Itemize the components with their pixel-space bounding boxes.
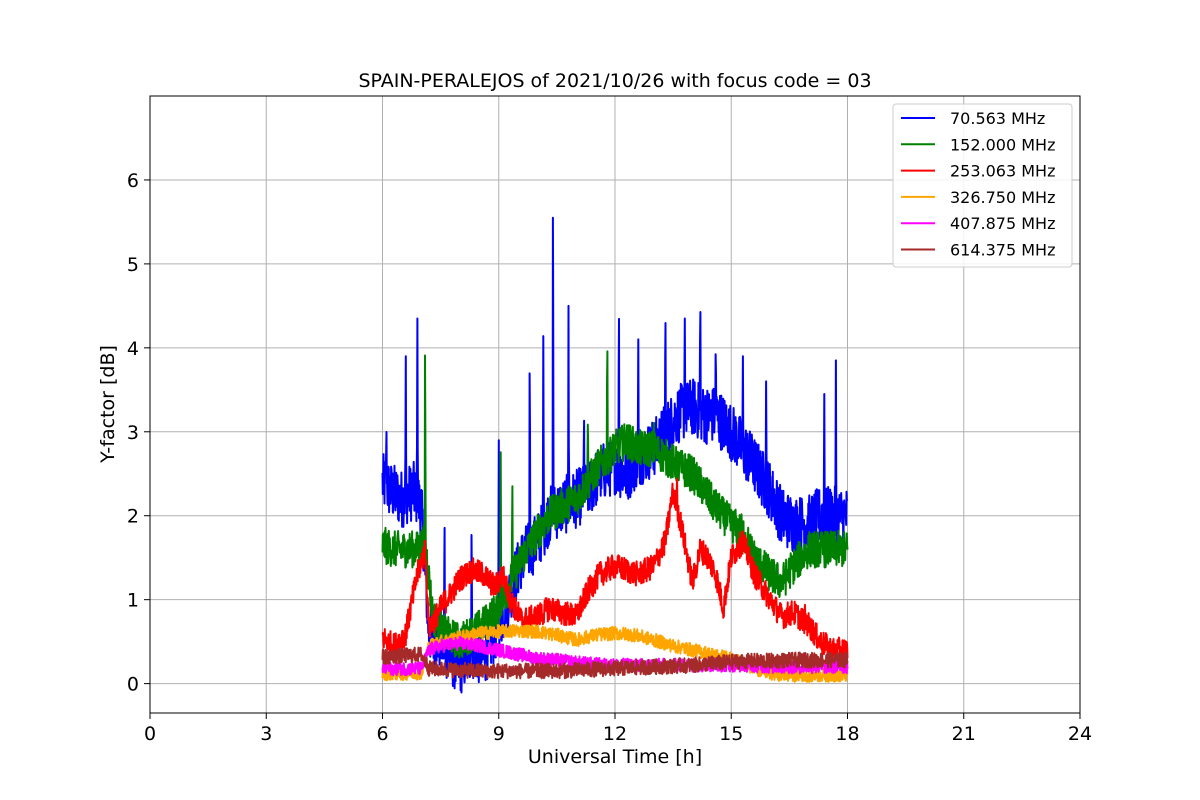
y-tick-label: 1 [127, 590, 139, 612]
series-line-4 [381, 623, 849, 683]
x-tick-label: 18 [835, 723, 859, 745]
series-area [381, 216, 849, 694]
y-tick-label: 5 [127, 254, 139, 276]
x-tick-label: 21 [952, 723, 976, 745]
series-line-2 [381, 350, 849, 659]
x-tick-label: 3 [260, 723, 272, 745]
x-tick-label: 9 [493, 723, 505, 745]
legend-box [892, 103, 1073, 268]
legend-entry-label: 253.063 MHz [950, 162, 1055, 181]
legend: 70.563 MHz 152.000 MHz 253.063 MHz 326.750 … [892, 103, 1073, 268]
series-line-1 [381, 216, 849, 694]
x-tick-label: 0 [144, 723, 156, 745]
x-tick-label: 24 [1068, 723, 1092, 745]
chart-title: SPAIN-PERALEJOS of 2021/10/26 with focus… [358, 70, 871, 92]
legend-entry-label: 152.000 MHz [950, 135, 1055, 154]
x-tick-label: 12 [603, 723, 627, 745]
y-tick-label: 3 [127, 422, 139, 444]
series-line-6 [381, 646, 849, 680]
y-tick-label: 4 [127, 338, 139, 360]
y-tick-label: 2 [127, 506, 139, 528]
legend-entry-label: 407.875 MHz [950, 214, 1055, 233]
y-tick-label: 0 [127, 674, 139, 696]
legend-entry-label: 326.750 MHz [950, 188, 1055, 207]
y-axis-label: Y-factor [dB] [97, 345, 119, 464]
x-tick-label: 15 [719, 723, 743, 745]
x-axis-label: Universal Time [h] [528, 746, 702, 768]
series-line-3 [381, 477, 849, 664]
legend-entry-label: 70.563 MHz [950, 109, 1045, 128]
x-tick-label: 6 [376, 723, 388, 745]
legend-entry-label: 614.375 MHz [950, 241, 1055, 260]
y-tick-label: 6 [127, 170, 139, 192]
